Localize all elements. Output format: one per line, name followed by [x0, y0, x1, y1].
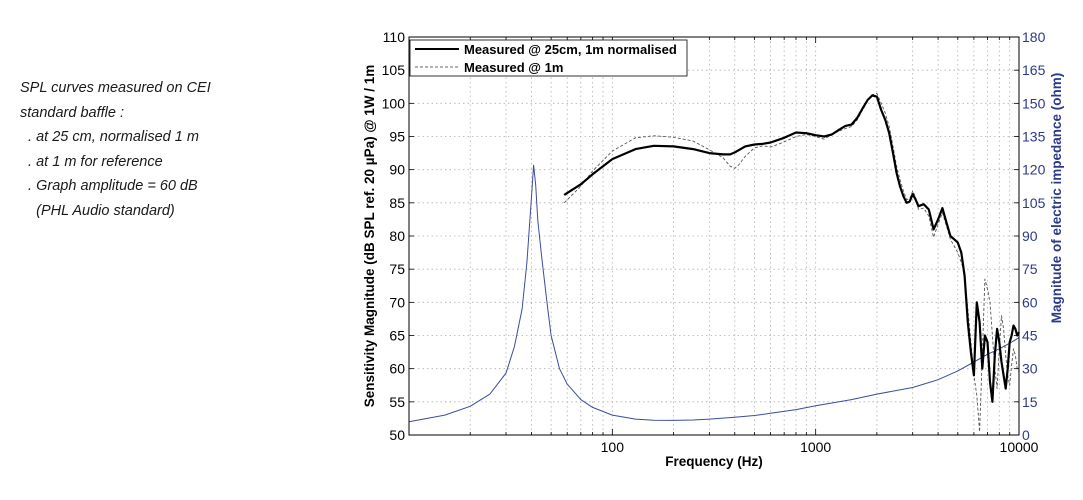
y2-tick-label: 30	[1022, 361, 1038, 377]
chart-ticks: 50 55 60 65 70 75 80 85 90 95 100 105 110 0 15 30 45 60 75…	[382, 29, 1046, 455]
y-tick-label: 75	[389, 261, 405, 277]
chart-series	[408, 92, 1020, 433]
y-tick-label: 80	[389, 228, 405, 244]
note-line-5: . Graph amplitude = 60 dB	[20, 178, 198, 194]
chart-grid	[409, 37, 1019, 435]
note-line-6: (PHL Audio standard)	[20, 202, 175, 219]
note-line-4: . at 1 m for reference	[20, 153, 163, 170]
series-line-25cm-normalised	[563, 94, 1020, 403]
y2-tick-label: 90	[1022, 228, 1038, 244]
y2-tick-label: 150	[1022, 95, 1046, 111]
y-tick-label: 105	[382, 62, 406, 78]
x-tick-label: 1000	[800, 439, 831, 455]
y-tick-label: 90	[389, 162, 405, 178]
y-tick-label: 60	[389, 361, 405, 377]
y-tick-label: 110	[383, 29, 406, 45]
series-line-impedance	[408, 164, 1020, 423]
y2-tick-label: 45	[1022, 328, 1038, 344]
y2-tick-label: 120	[1022, 162, 1046, 178]
y-tick-label: 55	[389, 394, 405, 410]
y2-tick-label: 165	[1022, 62, 1046, 78]
y2-tick-label: 0	[1022, 427, 1030, 443]
y2-tick-label: 105	[1022, 195, 1046, 211]
y-tick-label: 70	[389, 294, 405, 310]
note-line-1: SPL curves measured on CEI	[20, 80, 211, 96]
x-axis-label: Frequency (Hz)	[665, 454, 763, 469]
y-tick-label: 100	[382, 95, 406, 111]
y-tick-label: 95	[389, 129, 405, 145]
y-axis-label: Sensitivity Magnitude (dB SPL ref. 20 µP…	[362, 65, 377, 408]
y2-tick-label: 15	[1022, 394, 1038, 410]
legend-label-25cm: Measured @ 25cm, 1m normalised	[464, 42, 677, 57]
chart-legend: Measured @ 25cm, 1m normalised Measured …	[409, 39, 688, 77]
y2-axis-label: Magnitude of electric impedance (ohm)	[1049, 73, 1064, 324]
measurement-notes: SPL curves measured on CEI standard baff…	[20, 76, 340, 223]
y-tick-label: 85	[389, 195, 405, 211]
x-tick-label: 100	[601, 439, 625, 455]
y-tick-label: 50	[389, 427, 405, 443]
y-tick-label: 65	[389, 328, 405, 344]
note-line-2: standard baffle :	[20, 104, 124, 121]
legend-label-1m: Measured @ 1m	[464, 60, 563, 75]
note-line-3: . at 25 cm, normalised 1 m	[20, 129, 199, 145]
series-line-1m	[563, 92, 1020, 433]
y2-tick-label: 75	[1022, 261, 1038, 277]
y2-tick-label: 135	[1022, 129, 1046, 145]
legend-box	[409, 39, 688, 77]
x-tick-label: 10000	[1000, 439, 1039, 455]
plot-area	[409, 37, 1019, 435]
y2-tick-label: 180	[1022, 29, 1046, 45]
y2-tick-label: 60	[1022, 294, 1038, 310]
